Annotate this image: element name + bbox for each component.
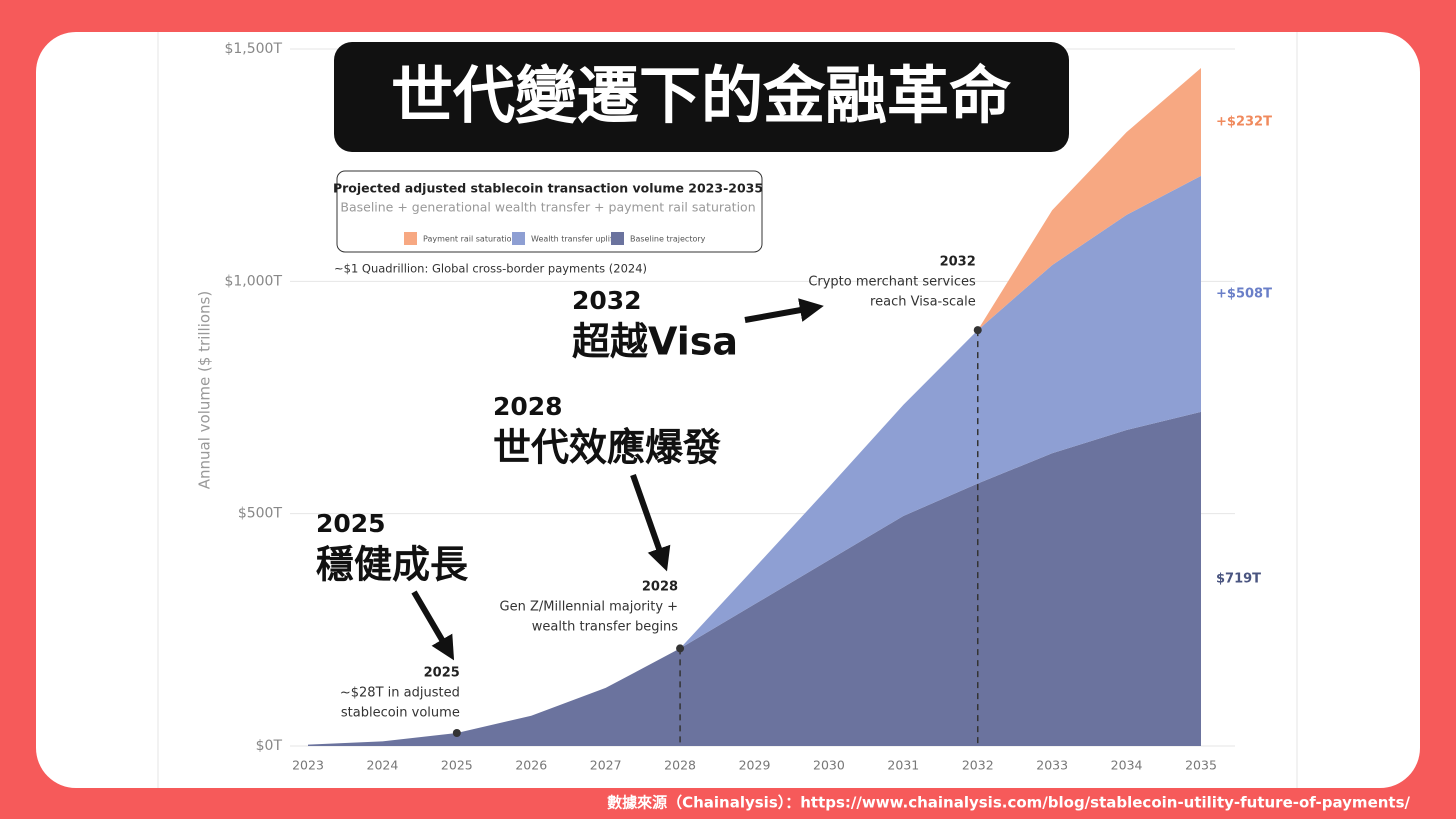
x-tick-label: 2025 bbox=[441, 758, 473, 773]
x-tick-label: 2030 bbox=[813, 758, 845, 773]
callout-arrow bbox=[744, 298, 824, 323]
y-tick-label: $1,500T bbox=[224, 41, 282, 57]
legend-label: Payment rail saturation bbox=[423, 235, 517, 244]
chart-subtitle: Baseline + generational wealth transfer … bbox=[340, 200, 755, 215]
annotation-title: 2028 bbox=[642, 580, 678, 595]
y-tick-label: $1,000T bbox=[224, 273, 282, 289]
legend-label: Wealth transfer uplift bbox=[531, 235, 616, 244]
y-axis-title: Annual volume ($ trillions) bbox=[196, 291, 214, 489]
callout-text: 穩健成長 bbox=[316, 543, 469, 587]
x-tick-label: 2033 bbox=[1036, 758, 1068, 773]
area bbox=[308, 175, 1201, 745]
callout-text: 超越Visa bbox=[572, 320, 738, 364]
y-tick-label: $0T bbox=[256, 738, 283, 754]
source: 數據來源（Chainalysis）：https://www.chainalysi… bbox=[607, 794, 1410, 812]
x-tick-label: 2026 bbox=[515, 758, 547, 773]
value-label: +$508T bbox=[1216, 286, 1272, 301]
x-tick-label: 2032 bbox=[962, 758, 994, 773]
chart-title: Projected adjusted stablecoin transactio… bbox=[333, 181, 763, 196]
x-tick-label: 2023 bbox=[292, 758, 324, 773]
legend-swatch bbox=[512, 232, 525, 245]
x-tick-label: 2024 bbox=[367, 758, 399, 773]
callouts: 2025 穩健成長 2028 世代效應爆發 2032 超越Visa bbox=[316, 286, 824, 661]
callout-arrow bbox=[630, 474, 671, 572]
annotation-text: Gen Z/Millennial majority + bbox=[500, 600, 679, 615]
annotation-text: Crypto merchant services bbox=[808, 275, 976, 290]
legend: Payment rail saturation Wealth transfer u… bbox=[404, 232, 706, 245]
x-tick-label: 2035 bbox=[1185, 758, 1217, 773]
x-tick-label: 2034 bbox=[1111, 758, 1143, 773]
x-tick-label: 2029 bbox=[739, 758, 771, 773]
callout-year: 2032 bbox=[572, 286, 642, 315]
reference-note: ~$1 Quadrillion: Global cross-border pay… bbox=[334, 262, 647, 276]
legend-label: Baseline trajectory bbox=[630, 235, 706, 244]
value-label: $719T bbox=[1216, 571, 1261, 586]
callout-year: 2028 bbox=[493, 392, 563, 421]
legend-box bbox=[336, 170, 763, 253]
callout-text: 世代效應爆發 bbox=[493, 426, 721, 470]
legend-swatch bbox=[404, 232, 417, 245]
x-tick-label: 2028 bbox=[664, 758, 696, 773]
value-label: +$232T bbox=[1216, 114, 1272, 129]
annotation-dot bbox=[676, 644, 685, 653]
annotation-title: 2025 bbox=[424, 666, 460, 681]
annotation-dot bbox=[973, 326, 982, 335]
annotation-text: ~$28T in adjusted bbox=[340, 686, 460, 701]
plot: $0T $500T $1,000T $1,500T $719T +$508T +$232T 2… bbox=[224, 41, 1272, 773]
callout-year: 2025 bbox=[316, 509, 386, 538]
x-tick-label: 2031 bbox=[887, 758, 919, 773]
annotation-dot bbox=[452, 728, 461, 737]
annotation-text: wealth transfer begins bbox=[532, 620, 679, 635]
headline-box bbox=[334, 42, 1069, 152]
annotation-text: stablecoin volume bbox=[341, 706, 460, 721]
callout-arrow bbox=[411, 590, 455, 661]
y-tick-label: $500T bbox=[238, 506, 283, 522]
headline: 世代變遷下的金融革命 bbox=[391, 59, 1011, 132]
annotation-text: reach Visa-scale bbox=[870, 295, 976, 310]
annotation-title: 2032 bbox=[940, 255, 976, 270]
legend-swatch bbox=[611, 232, 624, 245]
x-tick-label: 2027 bbox=[590, 758, 622, 773]
